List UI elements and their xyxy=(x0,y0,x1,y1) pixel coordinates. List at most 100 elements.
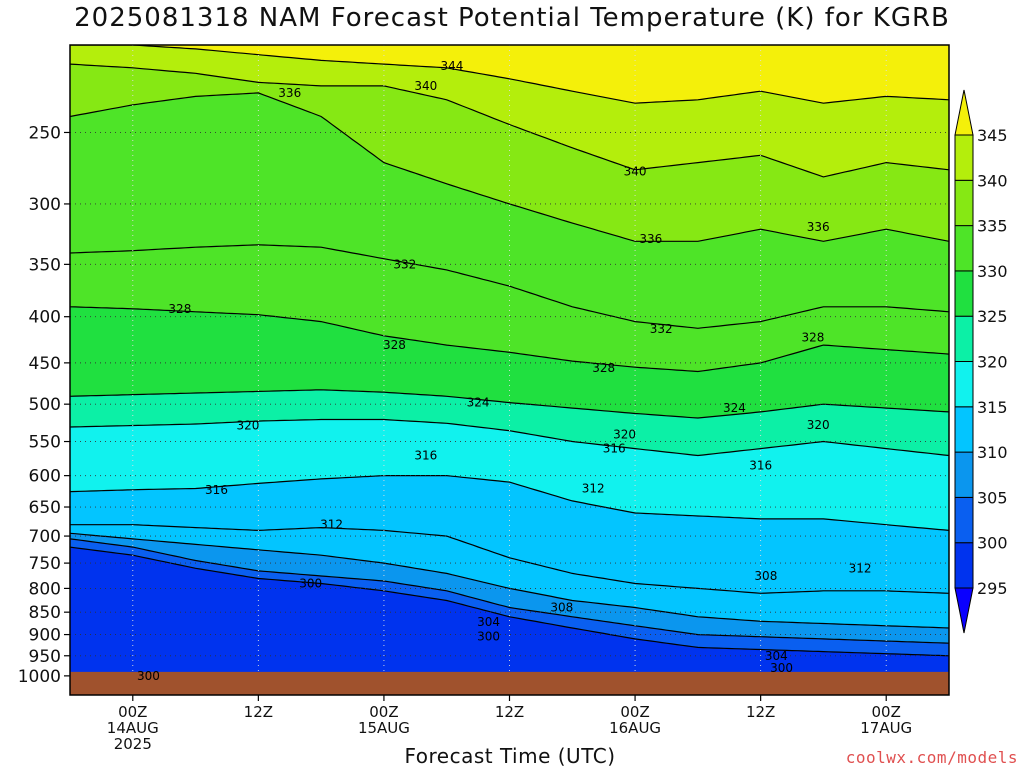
colorbar-label-340: 340 xyxy=(977,171,1008,190)
colorbar-label-345: 345 xyxy=(977,126,1008,145)
y-tick-label-1000: 1000 xyxy=(18,667,61,687)
colorbar-label-335: 335 xyxy=(977,217,1008,236)
colorbar-box-295 xyxy=(954,542,974,589)
y-tick-label-400: 400 xyxy=(29,308,61,328)
x-tick-label-54-1: 16AUG xyxy=(609,719,661,737)
contour-300 xyxy=(70,546,949,657)
colorbar-box-335 xyxy=(954,179,974,227)
contour-label-308: 308 xyxy=(754,569,777,583)
y-tick-label-700: 700 xyxy=(29,527,61,547)
x-tick-label-6-0: 00Z xyxy=(118,703,147,721)
contour-344 xyxy=(70,45,949,104)
colorbar-label-325: 325 xyxy=(977,307,1008,326)
colorbar-box-330 xyxy=(954,225,974,272)
y-tick-label-950: 950 xyxy=(29,647,61,667)
colorbar-box-320 xyxy=(954,315,974,363)
colorbar-label-305: 305 xyxy=(977,488,1008,507)
contour-label-304: 304 xyxy=(765,649,788,663)
colorbar-box-340 xyxy=(954,134,974,181)
contour-label-300: 300 xyxy=(299,576,322,590)
contour-label-336: 336 xyxy=(639,232,662,246)
colorbar-extend-high xyxy=(954,89,974,136)
colorbar-label-295: 295 xyxy=(977,579,1008,598)
y-tick-label-250: 250 xyxy=(29,123,61,143)
y-tick-label-650: 650 xyxy=(29,498,61,518)
site-credit: coolwx.com/models xyxy=(845,748,1018,767)
contour-332 xyxy=(70,244,949,329)
y-tick-label-500: 500 xyxy=(29,395,61,415)
colorbar-extend-low xyxy=(954,587,974,634)
x-axis-label: Forecast Time (UTC) xyxy=(404,744,616,768)
contour-312 xyxy=(70,524,949,594)
y-tick-label-750: 750 xyxy=(29,554,61,574)
colorbar: 295 300 305 310 315 320 325 330 335 340 345 xyxy=(954,89,1008,634)
contour-label-320: 320 xyxy=(807,418,830,432)
contour-336 xyxy=(70,92,949,242)
x-tick-label-42-0: 12Z xyxy=(495,703,524,721)
x-tick-label-30-0: 00Z xyxy=(369,703,398,721)
x-tick-label-54-0: 00Z xyxy=(620,703,649,721)
contour-label-340: 340 xyxy=(414,79,437,93)
y-tick-label-450: 450 xyxy=(29,354,61,374)
colorbar-label-315: 315 xyxy=(977,398,1008,417)
contour-label-316: 316 xyxy=(205,483,228,497)
chart-title: 2025081318 NAM Forecast Potential Temper… xyxy=(74,3,950,33)
contour-label-332: 332 xyxy=(650,322,673,336)
colorbar-box-325 xyxy=(954,270,974,317)
contour-label-336: 336 xyxy=(807,220,830,234)
contour-label-316: 316 xyxy=(749,459,772,473)
y-axis: 250 300 350 400 450 500 550 600 650 700 750 800 850 9… xyxy=(18,123,70,687)
contour-label-304: 304 xyxy=(477,615,500,629)
contour-label-324: 324 xyxy=(723,401,746,415)
y-tick-label-350: 350 xyxy=(29,255,61,275)
contour-label-328: 328 xyxy=(383,338,406,352)
colorbar-box-310 xyxy=(954,406,974,453)
contour-328 xyxy=(70,306,949,373)
contour-label-328: 328 xyxy=(168,302,191,316)
contour-label-328: 328 xyxy=(592,361,615,375)
colorbar-label-330: 330 xyxy=(977,262,1008,281)
grid-lines xyxy=(70,45,949,695)
y-tick-label-800: 800 xyxy=(29,579,61,599)
contour-label-320: 320 xyxy=(236,419,259,433)
contour-label-308: 308 xyxy=(550,601,573,615)
contour-label-344: 344 xyxy=(440,59,463,73)
contour-324 xyxy=(70,389,949,419)
y-tick-label-900: 900 xyxy=(29,626,61,646)
colorbar-label-320: 320 xyxy=(977,353,1008,372)
contour-label-300: 300 xyxy=(137,669,160,683)
x-tick-label-66-0: 12Z xyxy=(746,703,775,721)
y-tick-label-550: 550 xyxy=(29,433,61,453)
contour-308 xyxy=(70,532,949,629)
contour-304 xyxy=(70,538,949,644)
colorbar-label-310: 310 xyxy=(977,443,1008,462)
contour-label-300: 300 xyxy=(770,661,793,675)
contour-label-320: 320 xyxy=(613,427,636,441)
contour-label-336: 336 xyxy=(278,86,301,100)
y-tick-label-600: 600 xyxy=(29,467,61,487)
x-tick-label-6-2: 2025 xyxy=(114,735,152,753)
contour-label-340: 340 xyxy=(624,164,647,178)
x-tick-label-78-0: 00Z xyxy=(872,703,901,721)
colorbar-label-300: 300 xyxy=(977,534,1008,553)
contour-label-328: 328 xyxy=(802,331,825,345)
contour-316 xyxy=(70,475,949,531)
colorbar-box-300 xyxy=(954,496,974,544)
x-tick-label-18-0: 12Z xyxy=(244,703,273,721)
contour-label-316: 316 xyxy=(414,449,437,463)
contour-label-316: 316 xyxy=(603,442,626,456)
contour-label-312: 312 xyxy=(582,481,605,495)
y-tick-label-300: 300 xyxy=(29,195,61,215)
contour-label-300: 300 xyxy=(477,630,500,644)
y-tick-label-850: 850 xyxy=(29,603,61,623)
contour-lines xyxy=(70,45,949,657)
colorbar-box-305 xyxy=(954,451,974,498)
contour-label-332: 332 xyxy=(393,257,416,271)
x-tick-label-78-1: 17AUG xyxy=(860,719,912,737)
contour-label-312: 312 xyxy=(320,518,343,532)
colorbar-box-315 xyxy=(954,361,974,408)
